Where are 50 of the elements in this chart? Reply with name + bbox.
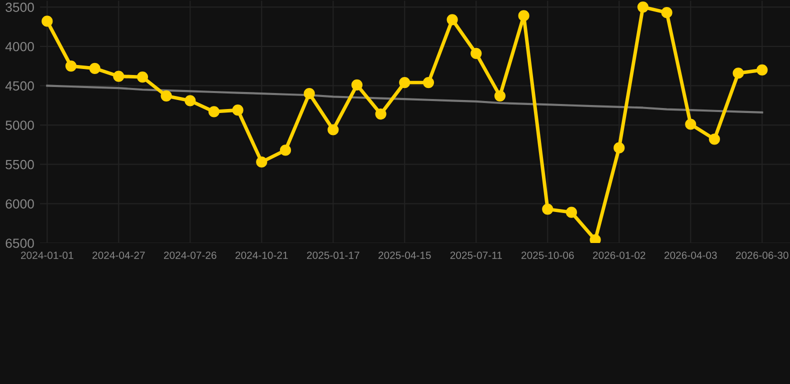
point — [113, 70, 124, 82]
point — [614, 142, 625, 154]
point — [566, 206, 578, 218]
point — [399, 77, 410, 88]
point — [422, 77, 434, 88]
x-tick-label: 2024-04-27 — [92, 252, 145, 259]
point — [756, 64, 768, 76]
x-tick-label: 2024-07-26 — [164, 252, 216, 259]
point — [446, 14, 458, 26]
point — [280, 144, 292, 156]
x-tick-label: 2024-01-01 — [21, 252, 74, 259]
point — [685, 118, 696, 130]
x-tick-label: 2025-04-15 — [378, 252, 431, 259]
point — [328, 124, 339, 136]
y-tick-label: 6500 — [6, 238, 34, 248]
x-tick-label: 2025-07-11 — [450, 252, 502, 259]
point — [375, 108, 386, 120]
x-tick-label: 2025-01-17 — [307, 252, 360, 259]
point — [518, 10, 530, 22]
x-tick-label: 2024-10-21 — [236, 252, 288, 259]
point — [256, 156, 268, 168]
point — [590, 234, 601, 243]
point — [65, 60, 77, 72]
y-tick-label: 6000 — [6, 199, 34, 209]
y-tick-label: 4000 — [5, 42, 34, 52]
point — [637, 2, 649, 13]
point — [661, 7, 672, 18]
point — [208, 106, 220, 118]
point — [494, 90, 506, 102]
point — [732, 68, 744, 79]
y-tick-label: 4500 — [5, 81, 34, 91]
point — [136, 72, 148, 83]
x-tick-label: 2026-04-03 — [664, 252, 717, 259]
y-tick-label: 3500 — [6, 2, 34, 12]
point — [470, 48, 482, 60]
x-tick-label: 2025-10-06 — [522, 252, 574, 259]
line-series — [46, 84, 764, 114]
y-tick-label: 5000 — [6, 120, 34, 130]
point — [184, 95, 196, 106]
point — [351, 79, 363, 90]
x-tick-label: 2026-06-30 — [736, 252, 788, 259]
point — [89, 62, 100, 74]
point — [304, 88, 315, 100]
point — [708, 134, 720, 145]
point — [542, 204, 554, 215]
x-tick-label: 2026-01-02 — [593, 252, 646, 259]
point — [42, 16, 53, 27]
point — [160, 90, 172, 102]
y-tick-label: 5500 — [6, 160, 34, 170]
point — [232, 104, 244, 116]
